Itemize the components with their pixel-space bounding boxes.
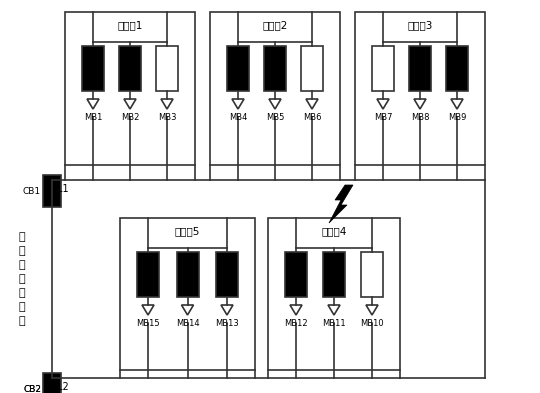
Bar bbox=[355, 12, 485, 165]
Polygon shape bbox=[377, 99, 389, 109]
Text: 线: 线 bbox=[19, 316, 25, 326]
Polygon shape bbox=[306, 99, 318, 109]
Text: MB13: MB13 bbox=[215, 319, 239, 328]
Text: MB14: MB14 bbox=[176, 319, 199, 328]
Polygon shape bbox=[142, 305, 154, 315]
Text: MB15: MB15 bbox=[136, 319, 160, 328]
Text: MB2: MB2 bbox=[121, 113, 139, 122]
Bar bbox=[446, 46, 468, 91]
Bar bbox=[43, 373, 61, 393]
Text: 低: 低 bbox=[19, 274, 25, 284]
Polygon shape bbox=[221, 305, 233, 315]
Polygon shape bbox=[181, 305, 193, 315]
Text: CB2: CB2 bbox=[23, 384, 41, 393]
Bar bbox=[361, 252, 383, 297]
Text: CB2: CB2 bbox=[23, 384, 41, 393]
Bar bbox=[120, 218, 255, 370]
Text: MB1: MB1 bbox=[84, 113, 102, 122]
Text: 压: 压 bbox=[19, 288, 25, 298]
Text: 开关房1: 开关房1 bbox=[117, 20, 143, 30]
Text: 开关房3: 开关房3 bbox=[407, 20, 433, 30]
Bar bbox=[268, 218, 400, 370]
Text: MB6: MB6 bbox=[303, 113, 321, 122]
Bar bbox=[82, 46, 104, 91]
Bar bbox=[372, 46, 394, 91]
Bar bbox=[264, 46, 286, 91]
Polygon shape bbox=[366, 305, 378, 315]
Polygon shape bbox=[161, 99, 173, 109]
Polygon shape bbox=[232, 99, 244, 109]
Bar bbox=[137, 252, 159, 297]
Bar bbox=[65, 12, 195, 165]
Text: 变: 变 bbox=[19, 232, 25, 242]
Bar bbox=[323, 252, 345, 297]
Bar bbox=[285, 252, 307, 297]
Bar bbox=[177, 252, 199, 297]
Text: MB10: MB10 bbox=[360, 319, 384, 328]
Text: L2: L2 bbox=[57, 382, 69, 392]
Text: CB1: CB1 bbox=[23, 187, 41, 195]
Bar bbox=[156, 46, 178, 91]
Polygon shape bbox=[328, 305, 340, 315]
Polygon shape bbox=[124, 99, 136, 109]
Bar bbox=[119, 46, 141, 91]
Text: 母: 母 bbox=[19, 302, 25, 312]
Bar bbox=[227, 46, 249, 91]
Polygon shape bbox=[290, 305, 302, 315]
Bar bbox=[409, 46, 431, 91]
Text: 站: 站 bbox=[19, 260, 25, 270]
Polygon shape bbox=[269, 99, 281, 109]
Text: MB7: MB7 bbox=[374, 113, 392, 122]
Bar bbox=[216, 252, 238, 297]
Polygon shape bbox=[414, 99, 426, 109]
Text: MB8: MB8 bbox=[411, 113, 429, 122]
Text: 开关房4: 开关房4 bbox=[321, 226, 347, 236]
Text: 开关房2: 开关房2 bbox=[262, 20, 288, 30]
Bar bbox=[43, 175, 61, 207]
Text: MB3: MB3 bbox=[158, 113, 176, 122]
Text: MB5: MB5 bbox=[266, 113, 284, 122]
Bar bbox=[210, 12, 340, 165]
Text: L1: L1 bbox=[57, 184, 69, 194]
Text: MB9: MB9 bbox=[448, 113, 466, 122]
Text: 电: 电 bbox=[19, 246, 25, 256]
Text: MB12: MB12 bbox=[284, 319, 308, 328]
Polygon shape bbox=[87, 99, 99, 109]
Text: MB11: MB11 bbox=[322, 319, 346, 328]
Text: MB4: MB4 bbox=[229, 113, 247, 122]
Polygon shape bbox=[329, 185, 353, 223]
Text: 开关房5: 开关房5 bbox=[175, 226, 200, 236]
Bar bbox=[301, 46, 323, 91]
Polygon shape bbox=[451, 99, 463, 109]
